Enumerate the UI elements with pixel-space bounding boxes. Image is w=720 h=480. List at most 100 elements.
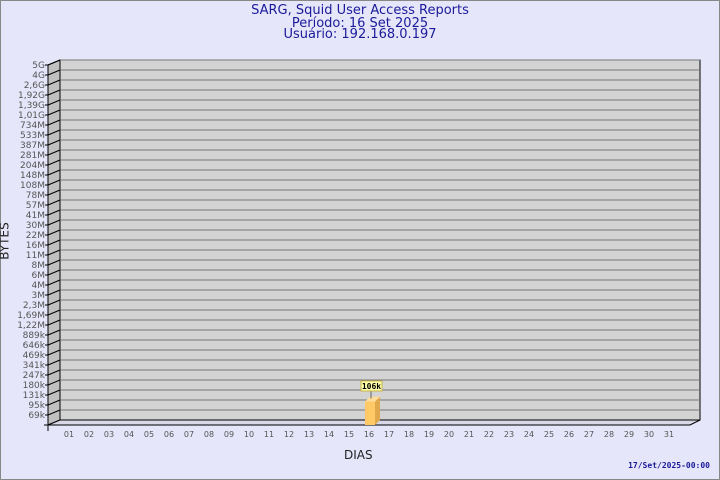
- x-tick-label: 30: [644, 430, 654, 439]
- y-tick-diagonal: [47, 389, 61, 396]
- y-tick-label: 3M: [32, 291, 46, 301]
- y-tick-diagonal: [47, 59, 61, 66]
- y-tick-diagonal: [47, 259, 61, 266]
- y-tick-label: 16M: [26, 241, 45, 251]
- y-tick-label: 734M: [20, 121, 45, 131]
- x-axis-label: DIAS: [344, 448, 373, 462]
- y-tick-diagonal: [47, 299, 61, 306]
- y-tick-label: 341k: [23, 361, 46, 371]
- y-tick-diagonal: [47, 279, 61, 286]
- y-tick-diagonal: [47, 79, 61, 86]
- x-tick-label: 31: [664, 430, 674, 439]
- y-tick-diagonal: [47, 89, 61, 96]
- x-tick-label: 21: [464, 430, 474, 439]
- chart-subtitle-period: Período: 16 Set 2025: [291, 16, 429, 31]
- x-tick-label: 08: [204, 430, 214, 439]
- x-tick-label: 07: [184, 430, 194, 439]
- y-tick-diagonal: [47, 189, 61, 196]
- y-tick-label: 1,69M: [17, 311, 45, 321]
- x-tick-label: 09: [224, 430, 234, 439]
- y-tick-diagonal: [47, 99, 61, 106]
- y-tick-label: 4M: [32, 281, 46, 291]
- y-tick-diagonal: [47, 219, 61, 226]
- x-tick-label: 12: [284, 430, 294, 439]
- y-tick-diagonal: [47, 239, 61, 246]
- x-tick-label: 19: [424, 430, 434, 439]
- y-tick-diagonal: [47, 309, 61, 316]
- x-tick-label: 14: [324, 430, 334, 439]
- y-tick-label: 180k: [23, 381, 46, 391]
- x-tick-label: 27: [584, 430, 594, 439]
- y-tick-diagonal: [47, 129, 61, 136]
- y-tick-diagonal: [47, 319, 61, 326]
- y-tick-diagonal: [47, 369, 61, 376]
- y-tick-label: 889k: [23, 331, 46, 341]
- y-tick-diagonal: [47, 109, 61, 116]
- x-tick-label: 03: [104, 430, 114, 439]
- y-tick-label: 69k: [28, 411, 45, 421]
- x-tick-label: 04: [124, 430, 134, 439]
- bar-side: [375, 396, 380, 425]
- y-tick-diagonal: [47, 269, 61, 276]
- x-tick-label: 13: [304, 430, 314, 439]
- y-tick-label: 131k: [23, 391, 46, 401]
- x-tick-label: 10: [244, 430, 254, 439]
- x-tick-label: 24: [524, 430, 534, 439]
- x-tick-label: 16: [364, 430, 374, 439]
- y-tick-label: 57M: [26, 201, 45, 211]
- y-tick-diagonal: [47, 359, 61, 366]
- x-tick-label: 20: [444, 430, 454, 439]
- y-tick-label: 2,3M: [23, 301, 45, 311]
- y-tick-diagonal: [47, 139, 61, 146]
- data-label-box: [360, 380, 383, 392]
- x-tick-label: 17: [384, 430, 394, 439]
- x-tick-label: 02: [84, 430, 94, 439]
- y-tick-label: 2,6G: [24, 81, 45, 91]
- y-tick-label: 1,39G: [18, 101, 45, 111]
- chart-subtitle-user: Usuário: 192.168.0.197: [283, 27, 437, 42]
- y-tick-label: 6M: [32, 271, 46, 281]
- y-tick-label: 387M: [20, 141, 45, 151]
- y-tick-label: 108M: [20, 181, 45, 191]
- x-tick-label: 05: [144, 430, 154, 439]
- y-tick-diagonal: [47, 199, 61, 206]
- x-tick-label: 18: [404, 430, 414, 439]
- x-tick-label: 01: [64, 430, 74, 439]
- y-tick-diagonal: [47, 379, 61, 386]
- y-tick-diagonal: [47, 399, 61, 406]
- y-tick-label: 281M: [20, 151, 45, 161]
- y-tick-label: 11M: [26, 251, 45, 261]
- y-tick-diagonal: [47, 409, 61, 416]
- y-tick-label: 247k: [23, 371, 46, 381]
- y-tick-label: 95k: [28, 401, 45, 411]
- y-tick-label: 5G: [32, 61, 45, 71]
- x-tick-label: 06: [164, 430, 174, 439]
- y-tick-diagonal: [47, 69, 61, 76]
- y-tick-label: 30M: [26, 221, 45, 231]
- y-tick-diagonal: [47, 349, 61, 356]
- y-tick-diagonal: [47, 229, 61, 236]
- y-tick-label: 22M: [26, 231, 45, 241]
- y-tick-label: 469k: [23, 351, 46, 361]
- y-tick-label: 4G: [32, 71, 45, 81]
- generated-timestamp: 17/Set/2025-00:00: [628, 461, 710, 470]
- x-tick-label: 15: [344, 430, 354, 439]
- y-tick-label: 646k: [23, 341, 46, 351]
- y-tick-label: 8M: [32, 261, 46, 271]
- y-tick-diagonal: [47, 179, 61, 186]
- y-tick-label: 1,01G: [18, 111, 45, 121]
- y-tick-label: 148M: [20, 171, 45, 181]
- y-tick-diagonal: [47, 249, 61, 256]
- y-tick-diagonal: [47, 169, 61, 176]
- y-tick-label: 1,22M: [17, 321, 45, 331]
- y-tick-diagonal: [47, 339, 61, 346]
- y-tick-diagonal: [47, 159, 61, 166]
- y-tick-label: 41M: [26, 211, 45, 221]
- y-tick-diagonal: [47, 119, 61, 126]
- x-tick-label: 11: [264, 430, 274, 439]
- y-tick-label: 78M: [26, 191, 45, 201]
- y-tick-diagonal: [47, 329, 61, 336]
- bar: [365, 401, 375, 425]
- y-tick-label: 204M: [20, 161, 45, 171]
